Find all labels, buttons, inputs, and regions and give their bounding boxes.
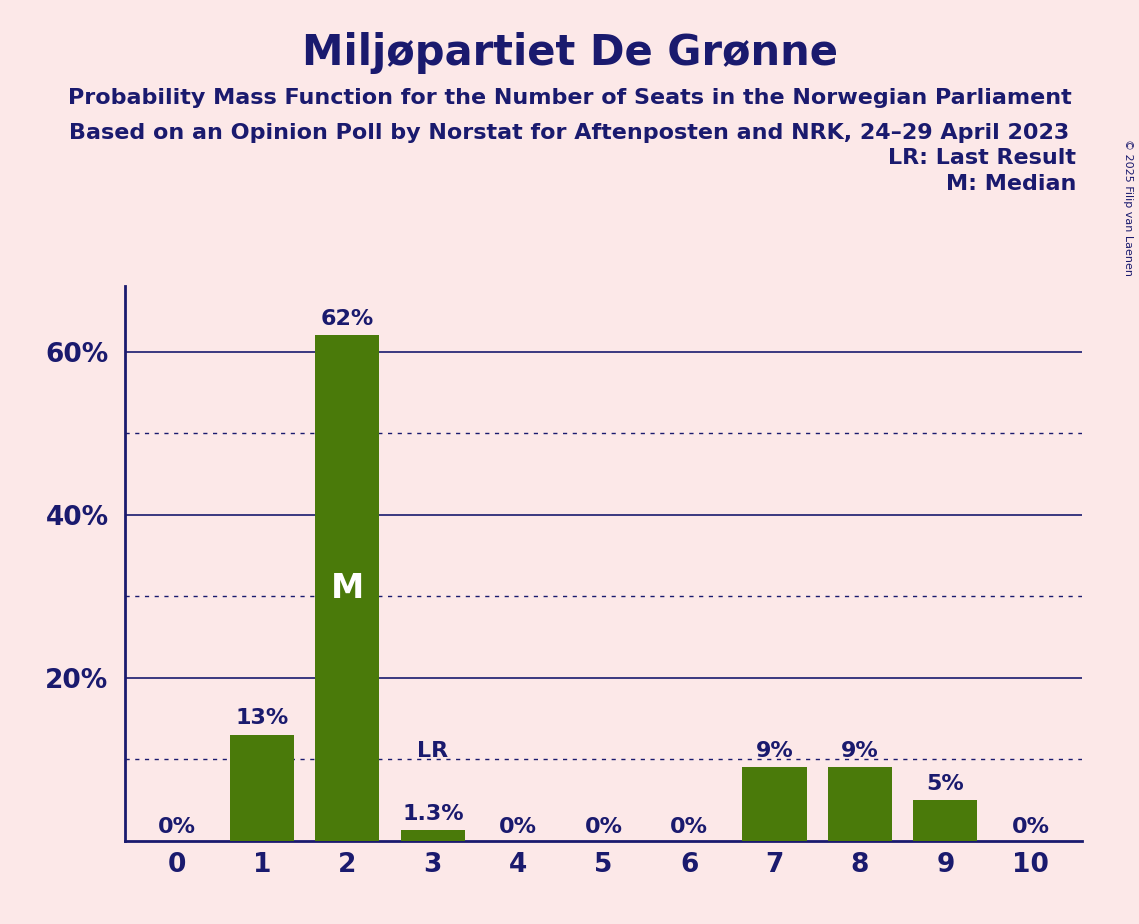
- Bar: [828, 768, 892, 841]
- Bar: [401, 831, 465, 841]
- Text: 9%: 9%: [755, 741, 794, 761]
- Text: M: Median: M: Median: [947, 174, 1076, 194]
- Text: 0%: 0%: [499, 817, 538, 837]
- Text: LR: Last Result: LR: Last Result: [888, 148, 1076, 168]
- Text: Probability Mass Function for the Number of Seats in the Norwegian Parliament: Probability Mass Function for the Number…: [67, 88, 1072, 108]
- Text: 1.3%: 1.3%: [402, 804, 464, 823]
- Text: 0%: 0%: [584, 817, 623, 837]
- Text: 0%: 0%: [1011, 817, 1050, 837]
- Text: 0%: 0%: [157, 817, 196, 837]
- Bar: [316, 335, 379, 841]
- Text: 13%: 13%: [236, 709, 288, 728]
- Text: 62%: 62%: [321, 309, 374, 329]
- Text: 0%: 0%: [670, 817, 708, 837]
- Text: 9%: 9%: [841, 741, 879, 761]
- Text: LR: LR: [417, 741, 449, 761]
- Text: Based on an Opinion Poll by Norstat for Aftenposten and NRK, 24–29 April 2023: Based on an Opinion Poll by Norstat for …: [69, 123, 1070, 143]
- Bar: [913, 800, 977, 841]
- Text: Miljøpartiet De Grønne: Miljøpartiet De Grønne: [302, 32, 837, 74]
- Text: M: M: [330, 572, 364, 604]
- Text: © 2025 Filip van Laenen: © 2025 Filip van Laenen: [1123, 139, 1133, 275]
- Bar: [743, 768, 806, 841]
- Text: 5%: 5%: [926, 773, 965, 794]
- Bar: [230, 735, 294, 841]
